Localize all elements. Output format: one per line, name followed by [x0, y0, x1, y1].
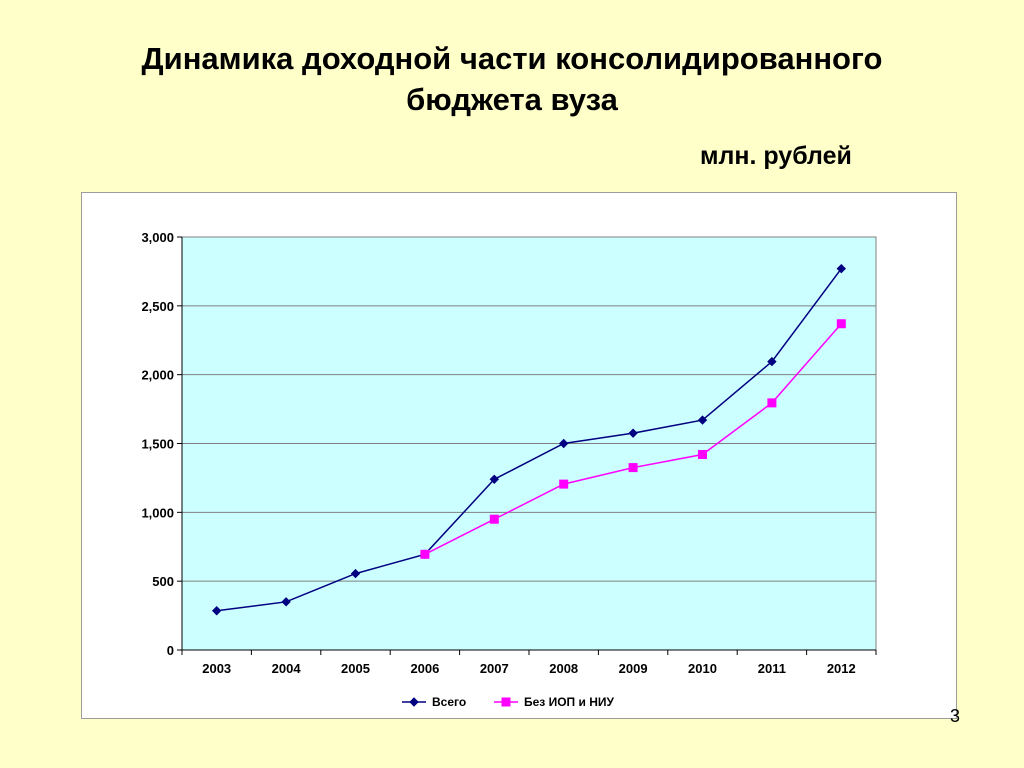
slide-title-line-1: Динамика доходной части консолидированно…	[141, 41, 883, 76]
data-point-excl	[628, 463, 638, 473]
x-tick-label: 2008	[549, 661, 578, 676]
slide-number: 3	[950, 706, 961, 726]
data-point-total	[697, 415, 708, 425]
y-tick-label: 2,500	[141, 299, 174, 314]
y-tick-label: 1,000	[141, 505, 174, 520]
x-tick-label: 2003	[202, 661, 231, 676]
data-point-total	[628, 428, 638, 438]
legend-label: Всего	[432, 695, 466, 709]
legend-marker	[409, 697, 419, 707]
x-tick-label: 2006	[410, 661, 439, 676]
y-tick-label: 500	[152, 574, 174, 589]
slide-title: Динамика доходной части консолидированно…	[0, 38, 1024, 120]
data-point-excl	[836, 319, 846, 329]
data-point-total	[489, 474, 500, 485]
data-point-excl	[698, 450, 707, 460]
data-point-total	[767, 356, 777, 367]
data-point-total	[836, 263, 847, 274]
line-chart: 0 500 1,000 1,500 2,000 2,500 3,000 2003 2004 200…	[141, 230, 877, 709]
y-tick-label: 3,000	[141, 230, 174, 245]
series-line-total	[216, 268, 842, 612]
units-label: млн. рублей	[700, 142, 852, 170]
data-point-excl	[489, 514, 499, 524]
x-tick-label: 2007	[480, 661, 509, 676]
data-point-total	[558, 438, 569, 449]
x-tick-label: 2010	[688, 661, 717, 676]
data-point-excl	[767, 398, 777, 408]
y-tick-label: 0	[167, 643, 174, 658]
x-tick-label: 2012	[827, 661, 856, 676]
data-point-total	[211, 606, 222, 616]
y-tick-label: 2,000	[141, 368, 174, 383]
chart-frame: 0 500 1,000 1,500 2,000 2,500 3,000 2003 2004 200…	[81, 192, 957, 719]
data-point-excl	[420, 549, 430, 559]
legend-label: Без ИОП и НИУ	[524, 695, 615, 709]
legend-marker	[501, 697, 511, 707]
x-tick-label: 2009	[619, 661, 648, 676]
y-tick-label: 1,500	[141, 437, 174, 452]
x-tick-label: 2004	[272, 661, 302, 676]
slide-title-line-2: бюджета вуза	[406, 82, 618, 117]
data-point-total	[350, 568, 361, 579]
x-tick-label: 2011	[758, 661, 786, 676]
x-tick-label: 2005	[341, 661, 370, 676]
data-point-total	[281, 597, 291, 607]
data-point-excl	[559, 479, 569, 489]
